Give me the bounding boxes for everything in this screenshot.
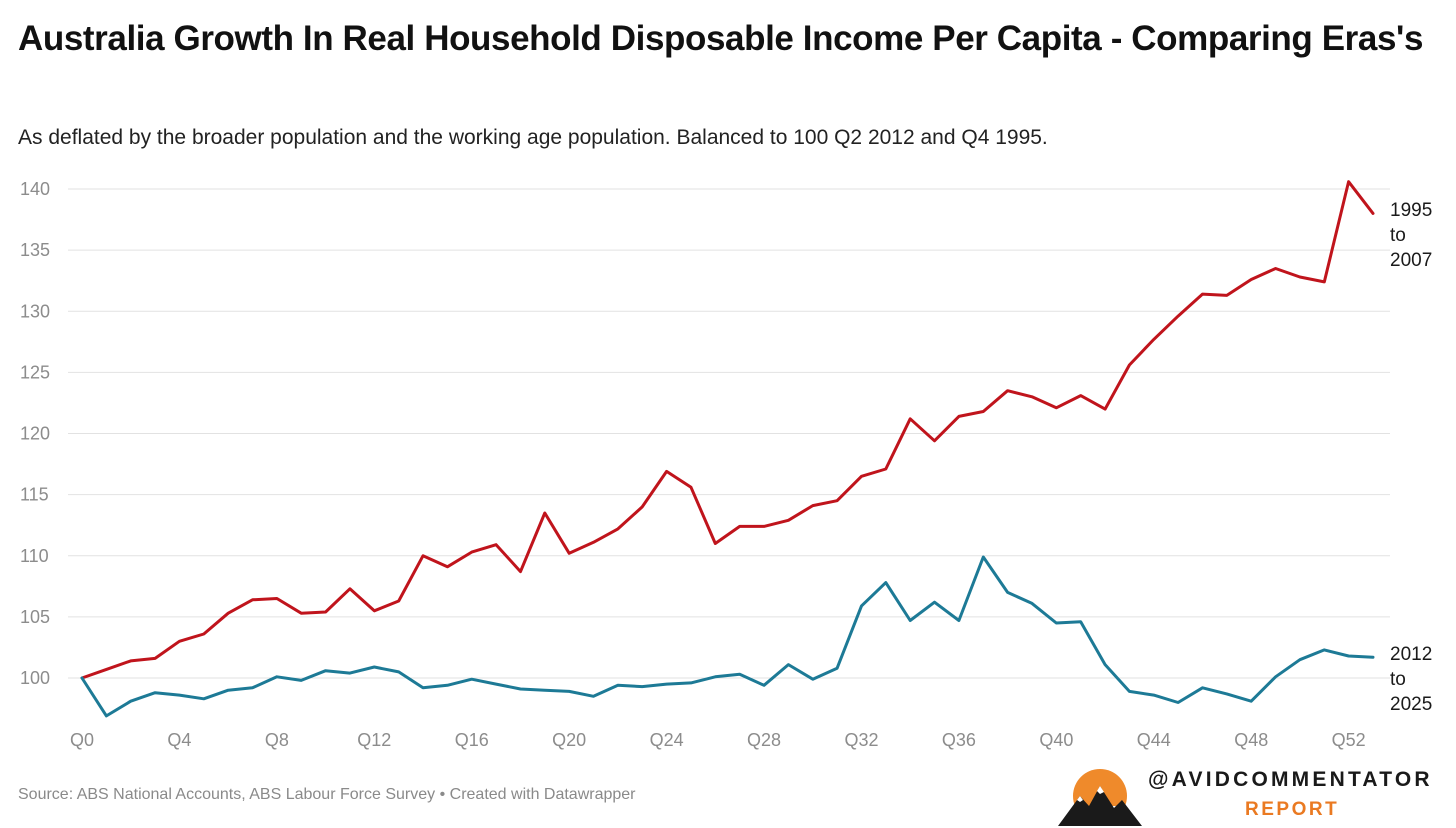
y-tick-label: 100 — [20, 668, 50, 688]
brand-logo: @AVIDCOMMENTATOR REPORT — [1056, 766, 1446, 828]
credit-text: Created with Datawrapper — [449, 786, 636, 803]
x-tick-label: Q8 — [265, 730, 289, 750]
x-tick-label: Q40 — [1039, 730, 1073, 750]
x-axis-tick-labels: Q0 Q4 Q8 Q12 Q16 Q20 Q24 Q28 Q32 Q36 Q40 Q44 Q48 Q52 — [70, 730, 1366, 750]
series-line-0 — [80, 180, 1375, 680]
y-tick-label: 110 — [20, 546, 49, 566]
y-tick-label: 130 — [20, 301, 50, 321]
x-tick-label: Q28 — [747, 730, 781, 750]
series-lines — [80, 180, 1375, 718]
y-tick-label: 135 — [20, 240, 50, 260]
series-labels: 1995 to 2007 2012 to 2025 — [1390, 200, 1432, 715]
chart-title: Australia Growth In Real Household Dispo… — [18, 19, 1424, 58]
sun-mountain-logo-icon — [1056, 769, 1146, 828]
series-label-line: 2025 — [1390, 694, 1432, 715]
source-separator: • — [439, 786, 446, 803]
source-note: Source: ABS National Accounts, ABS Labou… — [18, 786, 636, 804]
series-label-line: 2012 — [1390, 644, 1432, 665]
series-label-line: 2007 — [1390, 250, 1432, 271]
x-tick-label: Q24 — [650, 730, 684, 750]
y-axis-tick-labels: 100 105 110 115 120 125 130 135 140 — [20, 179, 50, 688]
brand-handle: @AVIDCOMMENTATOR — [1148, 768, 1433, 791]
x-tick-label: Q0 — [70, 730, 94, 750]
x-tick-label: Q16 — [455, 730, 489, 750]
x-tick-label: Q44 — [1137, 730, 1171, 750]
x-tick-label: Q32 — [844, 730, 878, 750]
x-tick-label: Q12 — [357, 730, 391, 750]
series-label-line: to — [1390, 225, 1406, 246]
x-tick-label: Q36 — [942, 730, 976, 750]
y-tick-label: 125 — [20, 362, 50, 382]
gridlines — [68, 188, 1390, 679]
x-tick-label: Q52 — [1332, 730, 1366, 750]
y-tick-label: 140 — [20, 179, 50, 199]
series-line-1 — [80, 555, 1375, 718]
y-tick-label: 120 — [20, 424, 50, 444]
source-text: Source: ABS National Accounts, ABS Labou… — [18, 786, 436, 803]
y-tick-label: 105 — [20, 607, 50, 627]
series-label-line: 1995 — [1390, 200, 1432, 221]
x-tick-label: Q48 — [1234, 730, 1268, 750]
series-label-line: to — [1390, 669, 1406, 690]
brand-report: REPORT — [1245, 799, 1340, 820]
y-tick-label: 115 — [20, 485, 49, 505]
x-tick-label: Q20 — [552, 730, 586, 750]
chart-subtitle: As deflated by the broader population an… — [18, 126, 1048, 149]
x-tick-label: Q4 — [167, 730, 191, 750]
